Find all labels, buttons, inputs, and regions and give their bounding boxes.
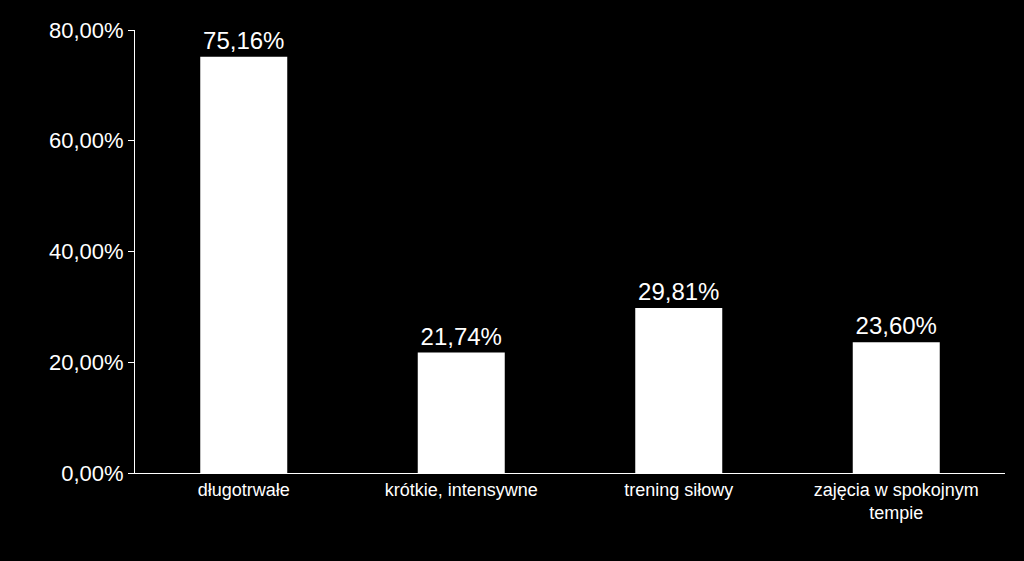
svg-text:75,16%: 75,16% [203,27,284,54]
svg-text:długotrwałe: długotrwałe [198,480,290,500]
svg-text:trening siłowy: trening siłowy [624,480,733,500]
svg-text:20,00%: 20,00% [49,350,124,375]
svg-text:60,00%: 60,00% [49,128,124,153]
svg-text:zajęcia w spokojnymtempie: zajęcia w spokojnymtempie [814,480,979,523]
svg-text:krótkie, intensywne: krótkie, intensywne [385,480,538,500]
svg-text:40,00%: 40,00% [49,239,124,264]
svg-text:21,74%: 21,74% [421,323,502,350]
svg-text:80,00%: 80,00% [49,18,124,43]
svg-text:0,00%: 0,00% [61,461,123,486]
svg-text:23,60%: 23,60% [856,312,937,339]
svg-text:29,81%: 29,81% [638,278,719,305]
